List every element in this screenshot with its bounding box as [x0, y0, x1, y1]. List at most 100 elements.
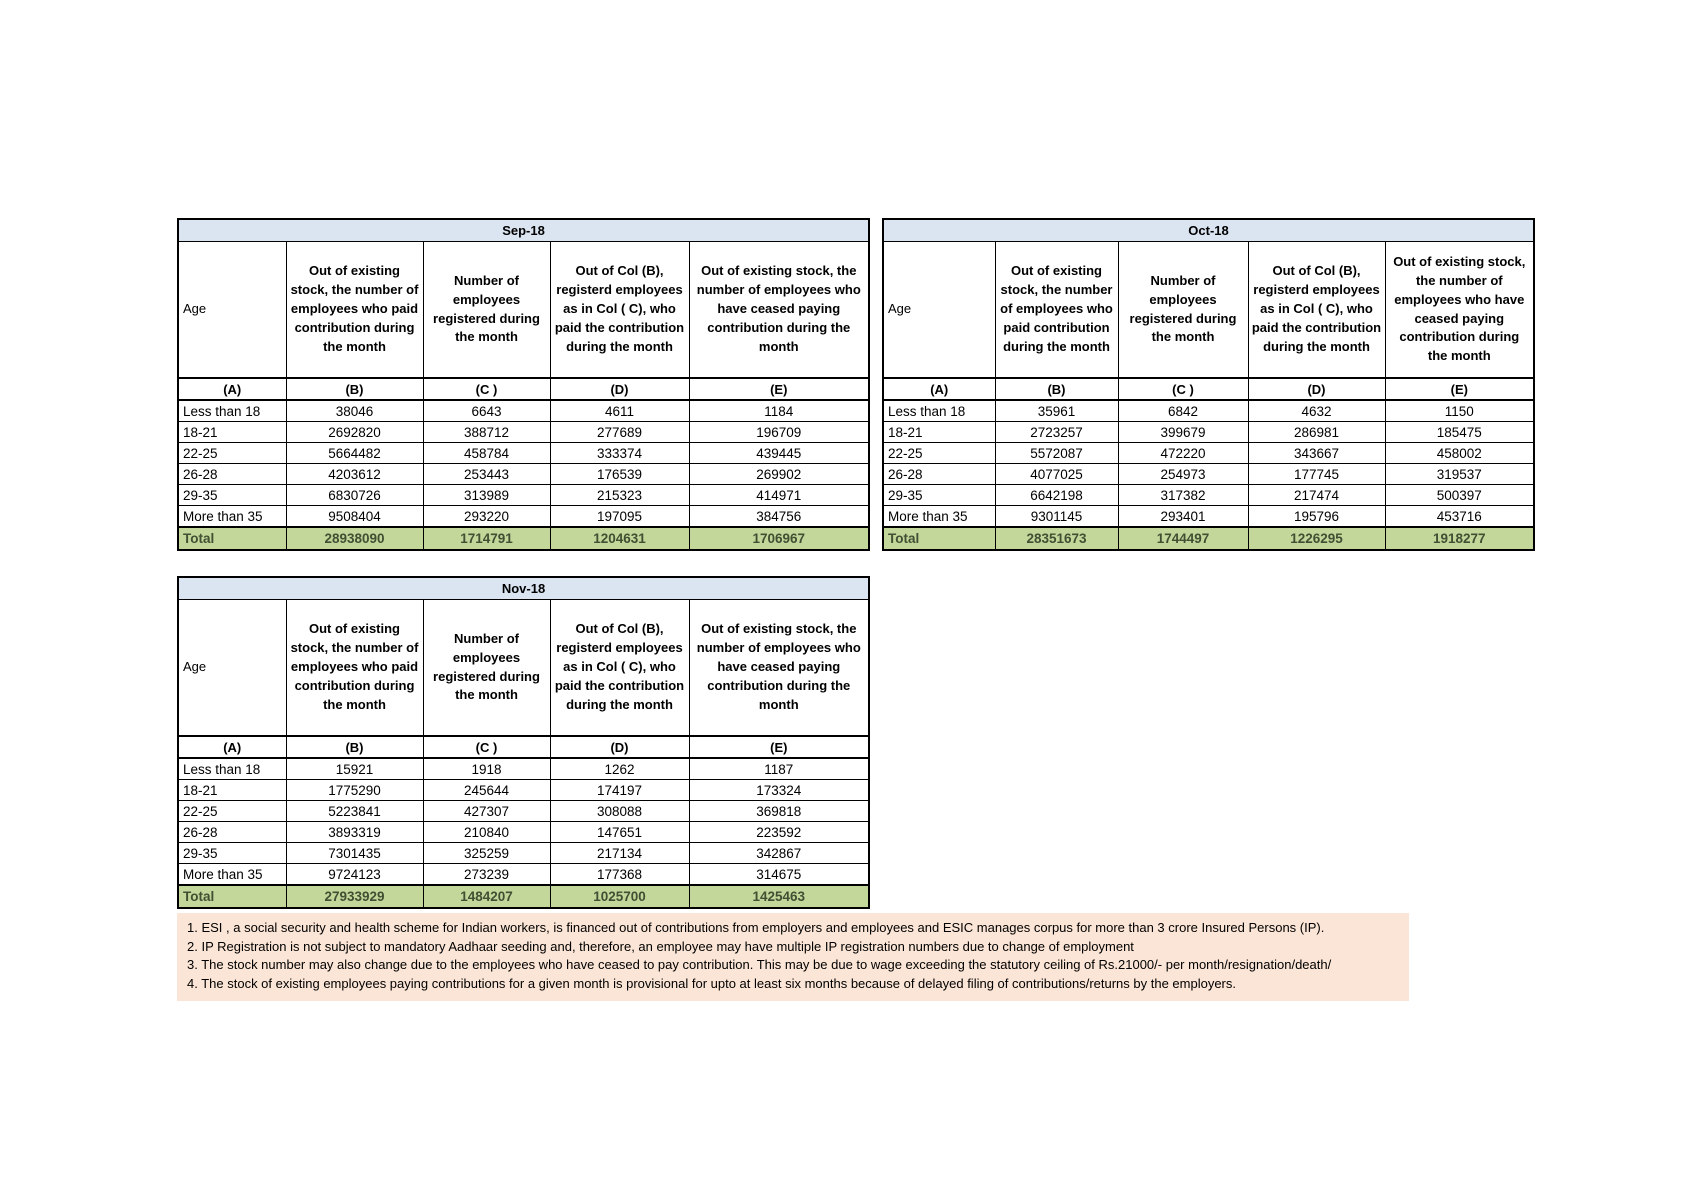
table-row: 26-28 3893319 210840 147651 223592: [177, 821, 870, 843]
col-header-age: Age: [177, 599, 287, 737]
table-row: 26-28 4077025 254973 177745 319537: [882, 463, 1535, 485]
value-cell: 458002: [1384, 442, 1535, 464]
table-row: 29-35 7301435 325259 217134 342867: [177, 842, 870, 864]
age-label: 22-25: [177, 800, 287, 822]
note-line-2: 2. IP Registration is not subject to man…: [187, 938, 1134, 954]
col-letter-c: (C ): [1117, 377, 1249, 401]
total-label: Total: [177, 884, 287, 909]
value-cell: 1918: [422, 757, 551, 780]
value-cell: 176539: [549, 463, 690, 485]
table-row: 18-21 1775290 245644 174197 173324: [177, 779, 870, 801]
value-cell: 384756: [688, 505, 870, 528]
value-cell: 314675: [688, 863, 870, 886]
value-cell: 273239: [422, 863, 551, 886]
table-row: 29-35 6642198 317382 217474 500397: [882, 484, 1535, 506]
col-letter-d: (D): [1247, 377, 1386, 401]
table-title-row: Oct-18: [882, 218, 1535, 242]
col-letter-a: (A): [882, 377, 996, 401]
value-cell: 277689: [549, 421, 690, 443]
value-cell: 269902: [688, 463, 870, 485]
value-cell: 1262: [549, 757, 690, 780]
value-cell: 6830726: [285, 484, 424, 506]
note-line-4: 4. The stock of existing employees payin…: [187, 975, 1236, 991]
value-cell: 217134: [549, 842, 690, 864]
value-cell: 35961: [994, 399, 1119, 422]
age-label: More than 35: [882, 505, 996, 528]
value-cell: 9724123: [285, 863, 424, 886]
col-header-b: Out of existing stock, the number of emp…: [285, 599, 424, 737]
total-row: Total 27933929 1484207 1025700 1425463: [177, 884, 870, 909]
value-cell: 195796: [1247, 505, 1386, 528]
note-line-3: 3. The stock number may also change due …: [187, 957, 1332, 972]
table-row: 22-25 5572087 472220 343667 458002: [882, 442, 1535, 464]
value-cell: 6842: [1117, 399, 1249, 422]
value-cell: 308088: [549, 800, 690, 822]
value-cell: 293220: [422, 505, 551, 528]
column-header-row: Age Out of existing stock, the number of…: [882, 241, 1535, 379]
total-value-cell: 1425463: [688, 884, 870, 909]
column-letter-row: (A) (B) (C ) (D) (E): [177, 377, 870, 401]
table-row: More than 35 9724123 273239 177368 314675: [177, 863, 870, 886]
total-label: Total: [177, 526, 287, 551]
col-letter-e: (E): [1384, 377, 1535, 401]
table-oct-18: Oct-18 Age Out of existing stock, the nu…: [882, 218, 1536, 551]
col-header-c: Number of employees registered during th…: [422, 599, 551, 737]
age-label: Less than 18: [177, 399, 287, 422]
value-cell: 196709: [688, 421, 870, 443]
age-label: 26-28: [882, 463, 996, 485]
total-label: Total: [882, 526, 996, 551]
value-cell: 342867: [688, 842, 870, 864]
note-line-1: 1. ESI , a social security and health sc…: [187, 920, 1325, 935]
table-row: 22-25 5664482 458784 333374 439445: [177, 442, 870, 464]
value-cell: 5223841: [285, 800, 424, 822]
col-letter-c: (C ): [422, 377, 551, 401]
col-letter-b: (B): [285, 735, 424, 759]
table-row: Less than 18 15921 1918 1262 1187: [177, 757, 870, 780]
total-value-cell: 1226295: [1247, 526, 1386, 551]
col-header-b: Out of existing stock, the number of emp…: [285, 241, 424, 379]
value-cell: 6643: [422, 399, 551, 422]
col-header-e: Out of existing stock, the number of emp…: [688, 241, 870, 379]
value-cell: 313989: [422, 484, 551, 506]
value-cell: 215323: [549, 484, 690, 506]
value-cell: 3893319: [285, 821, 424, 843]
value-cell: 9301145: [994, 505, 1119, 528]
value-cell: 293401: [1117, 505, 1249, 528]
col-header-age: Age: [177, 241, 287, 379]
col-letter-e: (E): [688, 735, 870, 759]
age-label: 29-35: [177, 484, 287, 506]
value-cell: 185475: [1384, 421, 1535, 443]
col-header-c: Number of employees registered during th…: [422, 241, 551, 379]
age-label: 26-28: [177, 821, 287, 843]
value-cell: 388712: [422, 421, 551, 443]
table-title-row: Nov-18: [177, 576, 870, 600]
table-title-row: Sep-18: [177, 218, 870, 242]
value-cell: 223592: [688, 821, 870, 843]
total-value-cell: 28351673: [994, 526, 1119, 551]
total-value-cell: 1714791: [422, 526, 551, 551]
value-cell: 1150: [1384, 399, 1535, 422]
table-row: More than 35 9301145 293401 195796 453716: [882, 505, 1535, 528]
age-label: 29-35: [882, 484, 996, 506]
total-value-cell: 1484207: [422, 884, 551, 909]
col-letter-d: (D): [549, 735, 690, 759]
table-row: Less than 18 38046 6643 4611 1184: [177, 399, 870, 422]
value-cell: 245644: [422, 779, 551, 801]
col-header-b: Out of existing stock, the number of emp…: [994, 241, 1119, 379]
value-cell: 217474: [1247, 484, 1386, 506]
table-title: Oct-18: [882, 218, 1535, 242]
value-cell: 343667: [1247, 442, 1386, 464]
value-cell: 333374: [549, 442, 690, 464]
age-label: 18-21: [177, 421, 287, 443]
total-row: Total 28351673 1744497 1226295 1918277: [882, 526, 1535, 551]
age-label: 22-25: [177, 442, 287, 464]
value-cell: 38046: [285, 399, 424, 422]
value-cell: 254973: [1117, 463, 1249, 485]
value-cell: 4077025: [994, 463, 1119, 485]
value-cell: 319537: [1384, 463, 1535, 485]
total-value-cell: 1025700: [549, 884, 690, 909]
value-cell: 9508404: [285, 505, 424, 528]
table-title: Sep-18: [177, 218, 870, 242]
value-cell: 4632: [1247, 399, 1386, 422]
